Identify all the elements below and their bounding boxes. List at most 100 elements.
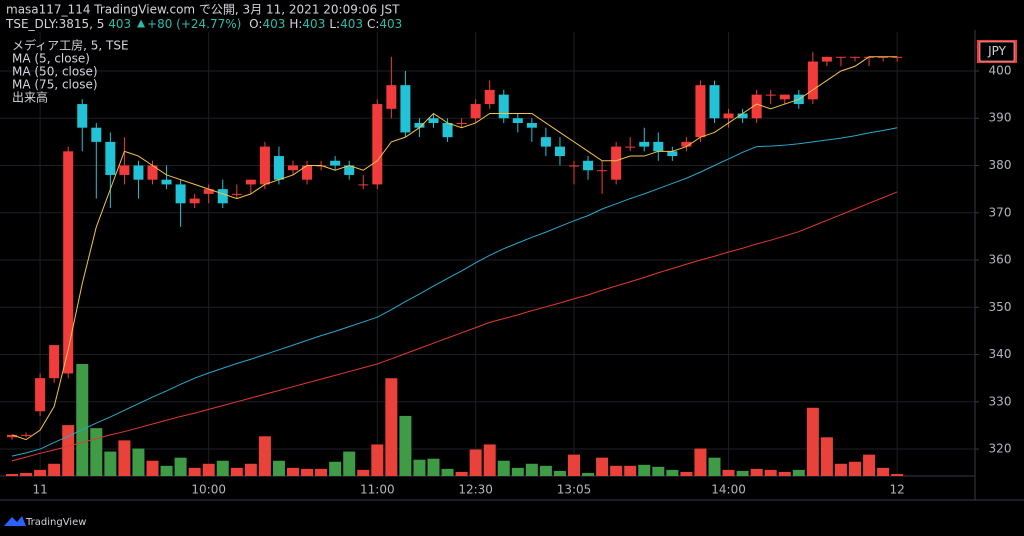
ohlc-value: 403 (302, 17, 325, 31)
ohlc-label: H: (289, 17, 302, 31)
volume-bar (455, 471, 468, 476)
volume-bar (118, 440, 131, 476)
candle-body (189, 198, 200, 204)
volume-bar (891, 473, 904, 476)
candle-body (344, 165, 355, 175)
volume-bar (511, 467, 524, 476)
volume-bar (216, 460, 229, 476)
candle-body (681, 141, 692, 147)
y-tick-label: 380 (989, 158, 1012, 172)
volume-bar (272, 460, 285, 476)
candle-body (203, 189, 214, 194)
x-tick-label: 10:00 (191, 483, 226, 497)
candle-body (653, 141, 664, 152)
y-tick-label: 370 (989, 205, 1012, 219)
plot (0, 32, 975, 476)
volume-bar (877, 467, 890, 476)
x-tick-label: 14:00 (711, 483, 746, 497)
volume-bar (315, 468, 328, 476)
volume-bar (385, 378, 398, 476)
x-tick-label: 12 (890, 483, 905, 497)
candle-body (91, 127, 102, 142)
volume-bar (553, 470, 566, 476)
x-tick-label: 11 (32, 483, 47, 497)
volume-bar (343, 451, 356, 476)
volume-bar (90, 428, 103, 476)
candle-body (77, 104, 88, 128)
volume-bar (834, 463, 847, 476)
volume-bar (539, 465, 552, 476)
candle-body (217, 189, 228, 204)
volume-bar (694, 448, 707, 476)
volume-bar (62, 425, 75, 476)
candle-body (330, 160, 341, 166)
volume-bar (638, 464, 651, 476)
legend-ma5: MA (5, close) (12, 52, 90, 66)
volume-bar (48, 463, 61, 476)
volume-bar (174, 457, 187, 476)
candle-body (821, 56, 832, 62)
volume-bar (188, 467, 201, 476)
candle-body (302, 165, 313, 180)
candle-body (133, 165, 144, 180)
volume-bar (680, 471, 693, 476)
x-tick-label: 11:00 (360, 483, 395, 497)
candle-body (807, 61, 818, 100)
candle-body (119, 165, 130, 175)
volume-bar (287, 467, 299, 476)
candle-body (273, 156, 284, 180)
candle-body (639, 141, 650, 147)
volume-bar (497, 460, 510, 476)
y-tick-label: 400 (989, 63, 1012, 77)
candle-body (105, 141, 116, 175)
candle-body (358, 184, 369, 186)
logo-icon (4, 516, 26, 526)
candle-body (526, 122, 537, 128)
candle-body (7, 434, 17, 438)
ohlc-value: 403 (340, 17, 363, 31)
volume-bar (413, 459, 426, 476)
volume-bar (427, 458, 440, 476)
volume-bar (849, 461, 861, 476)
candle-body (49, 345, 60, 379)
volume-bar (6, 473, 18, 476)
candle-body (442, 122, 453, 138)
legend: メディア工房, 5, TSE MA (5, close) MA (50, clo… (12, 38, 129, 105)
volume-bar (596, 457, 609, 476)
candle-body (386, 85, 397, 109)
volume-bar (708, 457, 721, 476)
y-tick-label: 360 (989, 253, 1012, 267)
volume-bar (469, 449, 482, 476)
volume-bar (258, 436, 271, 476)
volume-bar (863, 454, 876, 476)
volume-bar (357, 469, 370, 476)
x-tick-label: 12:30 (458, 483, 493, 497)
volume-bar (301, 468, 314, 476)
y-tick-label: 320 (989, 442, 1012, 456)
change-arrow (137, 19, 146, 28)
candle-body (147, 165, 158, 180)
volume-bar (736, 470, 749, 476)
candle-body (667, 151, 678, 157)
published-line: masa117_114 TradingView.com で公開, 3月 11, … (6, 3, 400, 17)
volume-bar (20, 472, 33, 476)
volume-bar (820, 437, 833, 476)
y-tick-label: 330 (989, 394, 1012, 408)
volume-bar (329, 461, 342, 476)
candle-body (428, 118, 439, 123)
candle-body (470, 104, 481, 119)
candle-body (779, 94, 790, 100)
ma-line (11, 56, 898, 441)
volume-bar (525, 463, 538, 476)
candle-body (35, 378, 46, 412)
candle-body (245, 179, 256, 185)
volume-bar (806, 407, 819, 476)
candle-body (835, 56, 846, 58)
volume-bar (132, 448, 145, 476)
ma-line (11, 127, 898, 457)
volume-bar (652, 466, 665, 476)
volume-bar (666, 469, 679, 476)
brand: TradingView (25, 517, 86, 528)
candle-body (597, 170, 608, 172)
